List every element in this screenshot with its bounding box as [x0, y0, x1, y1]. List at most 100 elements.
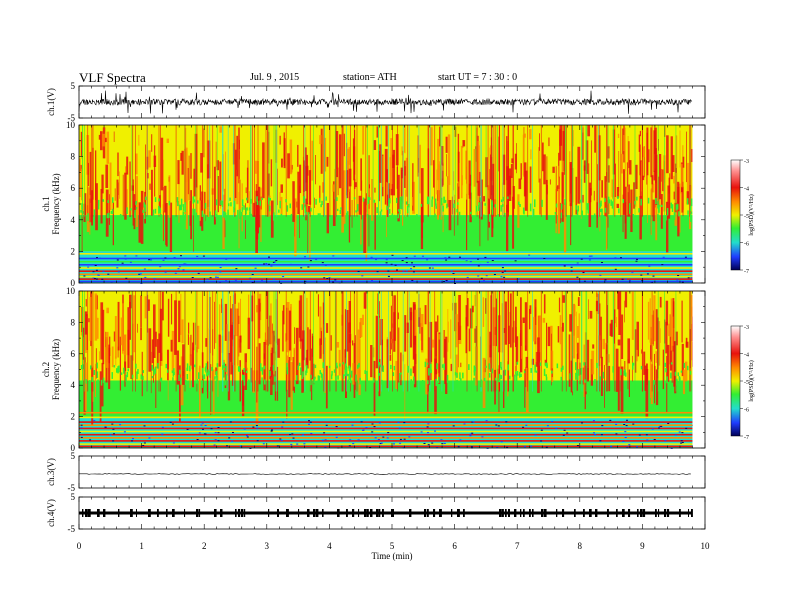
speckle-low [485, 275, 488, 277]
sferic-streak [166, 138, 169, 143]
sferic-streak [559, 202, 561, 224]
speckle-low [624, 278, 627, 280]
sferic-streak [279, 135, 281, 145]
speckle-low [361, 275, 364, 277]
sferic-streak [346, 310, 349, 352]
speckle-low [615, 433, 618, 435]
x-tick-label: 3 [265, 541, 270, 551]
speckle-low [469, 261, 472, 263]
speckle-low [94, 278, 96, 280]
speckle [502, 196, 505, 202]
speckle-low [225, 280, 228, 282]
speckle [577, 374, 579, 380]
sferic-streak [182, 344, 185, 385]
speckle [687, 365, 689, 371]
speckle-low [304, 256, 306, 258]
speckle [317, 375, 320, 382]
speckle-low [378, 422, 381, 424]
sferic-streak [555, 166, 557, 224]
speckle [310, 374, 312, 379]
speckle [426, 362, 429, 365]
sferic-streak [357, 329, 361, 383]
sferic-streak [120, 317, 123, 346]
speckle-low [263, 263, 265, 265]
speckle [580, 368, 582, 375]
ch4-pulse [463, 509, 465, 517]
speckle [203, 374, 206, 380]
sferic-streak [520, 163, 522, 180]
sferic-streak [80, 164, 82, 171]
sferic-streak [435, 331, 437, 357]
sferic-streak [192, 322, 195, 351]
sferic-streak [138, 202, 142, 243]
sferic-streak [311, 140, 314, 181]
sferic-streak [607, 165, 610, 183]
speckle [189, 365, 191, 372]
sferic-streak [246, 367, 248, 382]
speckle-low [621, 278, 624, 280]
speckle-low [452, 425, 455, 427]
sferic-streak [670, 136, 673, 180]
sferic-streak [338, 349, 341, 376]
sferic-streak [544, 359, 547, 366]
sferic-streak [524, 133, 526, 138]
sferic-streak [579, 362, 581, 385]
speckle-low [235, 268, 238, 270]
sferic-streak [94, 363, 96, 398]
speckle [671, 204, 674, 212]
speckle [602, 371, 605, 379]
speckle [500, 199, 503, 203]
speckle [564, 199, 566, 205]
speckle-low [609, 419, 612, 421]
sferic-streak [230, 328, 233, 338]
speckle-low [413, 266, 416, 268]
speckle [333, 369, 336, 373]
speckle-low [204, 425, 207, 426]
sferic-streak [545, 179, 548, 220]
sferic-streak [270, 366, 273, 395]
x-tick-label: 7 [515, 541, 520, 551]
speckle [556, 363, 559, 369]
sferic-streak [604, 176, 606, 217]
sferic-streak [659, 296, 662, 308]
speckle [193, 199, 196, 203]
sferic-streak [653, 295, 656, 342]
sferic-streak [238, 127, 240, 184]
sferic-streak [425, 358, 428, 395]
speckle-low [357, 439, 360, 441]
sferic-streak [368, 155, 370, 209]
speckle [358, 362, 360, 368]
sferic-streak [525, 345, 527, 351]
narrowband-line [79, 427, 693, 430]
ch4-pulse [244, 509, 246, 517]
sferic-streak [354, 182, 357, 188]
sferic-streak [465, 317, 468, 354]
ch4-pulse [352, 509, 355, 517]
speckle [456, 372, 458, 378]
speckle [475, 205, 478, 212]
speckle [154, 208, 157, 214]
speckle [645, 214, 648, 220]
ch4-waveform-band [79, 511, 693, 515]
x-tick-label: 8 [578, 541, 583, 551]
y-tick-label: 10 [66, 120, 76, 130]
sferic-streak [306, 154, 308, 205]
speckle [596, 362, 598, 369]
speckle [612, 366, 614, 373]
sferic-streak [106, 307, 109, 314]
ch4-pulse [313, 509, 316, 517]
sferic-streak [155, 366, 157, 408]
sferic-streak [682, 181, 684, 217]
speckle-low [485, 420, 488, 422]
narrowband-line [79, 443, 693, 445]
speckle-low [323, 432, 326, 434]
sferic-streak [207, 361, 209, 399]
sferic-streak [666, 344, 670, 382]
sferic-streak [217, 363, 219, 397]
speckle-low [413, 255, 416, 257]
sferic-streak [113, 131, 115, 142]
ch4-pulse [172, 509, 175, 517]
sferic-streak [651, 183, 655, 193]
sferic-streak [299, 164, 302, 194]
speckle-low [362, 429, 365, 431]
